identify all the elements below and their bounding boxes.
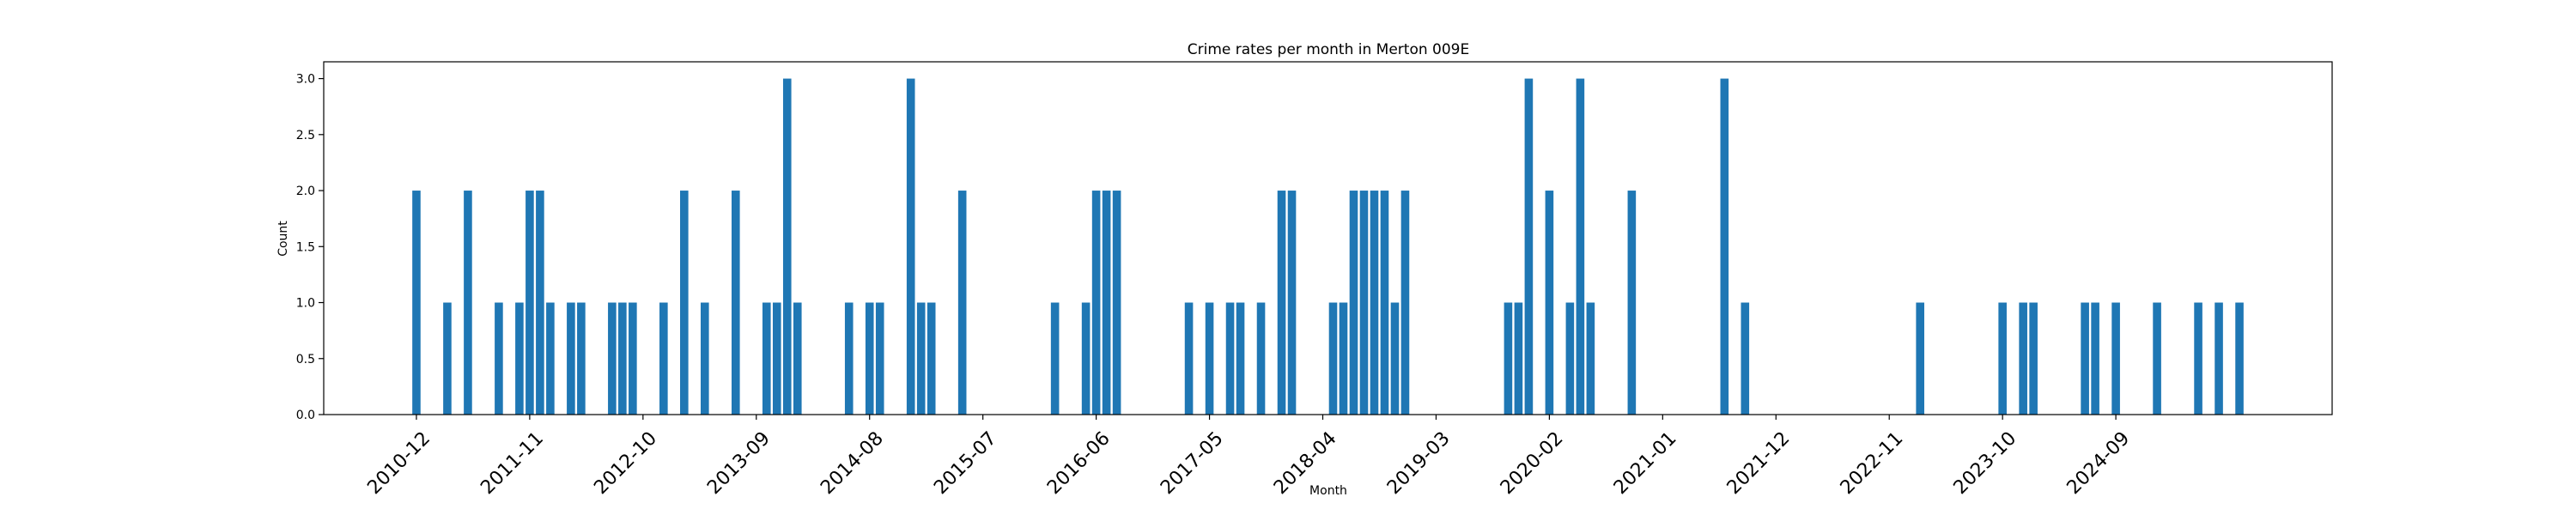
y-tick-label: 1.5	[296, 240, 315, 254]
x-axis-label: Month	[1309, 484, 1347, 498]
bar-2017-10	[1256, 302, 1266, 415]
x-tick-label: 2012-10	[590, 427, 661, 499]
bar-2011-05	[464, 191, 472, 415]
y-tick-label: 2.0	[296, 185, 315, 198]
bar-2018-06	[1339, 302, 1348, 415]
x-tick-label: 2019-03	[1383, 427, 1455, 499]
bar-2016-06	[1091, 191, 1101, 415]
x-axis: 2010-12 2011-11 2012-10 2013-09 2014-08 2015-…	[363, 415, 2134, 499]
bar-2010-12	[412, 191, 421, 415]
bar-2014-08	[865, 302, 874, 415]
y-tick-label: 0.0	[296, 409, 315, 422]
bar-2018-05	[1328, 302, 1338, 415]
bar-2018-10	[1380, 191, 1389, 415]
bar-2018-08	[1359, 191, 1369, 415]
x-tick-label: 2015-07	[930, 427, 1001, 499]
bar-2012-08	[618, 302, 627, 415]
bar-2025-05	[2194, 302, 2202, 415]
bar-2014-06	[844, 302, 854, 415]
bar-2018-12	[1400, 191, 1410, 415]
bar-2011-08	[495, 302, 503, 415]
bar-2023-02	[1916, 302, 1925, 415]
bar-2011-11	[526, 191, 534, 415]
bar-2017-07	[1225, 302, 1235, 415]
bar-2019-10	[1504, 302, 1513, 415]
bar-2013-12	[782, 78, 792, 415]
bar-2015-05	[957, 191, 967, 415]
bar-2024-01	[2029, 302, 2038, 415]
bar-2025-07	[2215, 302, 2223, 415]
x-tick-label: 2021-01	[1610, 427, 1681, 499]
bar-2011-10	[515, 302, 524, 415]
bar-2016-05	[1081, 302, 1091, 415]
bar-2020-04	[1565, 302, 1575, 415]
bar-2014-01	[793, 302, 802, 415]
x-tick-label: 2010-12	[363, 427, 434, 499]
y-tick-label: 2.5	[296, 129, 315, 142]
x-tick-label: 2020-02	[1497, 427, 1568, 499]
bar-2017-05	[1205, 302, 1214, 415]
bar-2011-12	[536, 191, 544, 415]
y-tick-label: 3.0	[296, 73, 315, 87]
bar-2017-03	[1184, 302, 1194, 415]
bar-2014-12	[906, 78, 915, 415]
bar-2020-05	[1576, 78, 1585, 415]
bar-2021-07	[1720, 78, 1729, 415]
bar-2012-09	[629, 302, 637, 415]
x-tick-label: 2016-06	[1043, 427, 1115, 499]
bar-2024-06	[2081, 302, 2089, 415]
bar-2012-12	[659, 302, 668, 415]
bar-2017-08	[1236, 302, 1245, 415]
x-tick-label: 2013-09	[703, 427, 775, 499]
bar-2018-09	[1370, 191, 1379, 415]
x-tick-label: 2023-10	[1950, 427, 2021, 499]
bar-2012-07	[608, 302, 617, 415]
bar-2019-12	[1524, 78, 1534, 415]
bar-2015-01	[916, 302, 926, 415]
bar-2024-07	[2091, 302, 2099, 415]
bar-2012-04	[577, 302, 586, 415]
bar-2020-06	[1586, 302, 1595, 415]
bar-2013-11	[772, 302, 781, 415]
y-tick-label: 1.0	[296, 297, 315, 311]
y-axis-label: Count	[276, 221, 290, 257]
bar-2018-11	[1390, 302, 1400, 415]
bar-2021-09	[1741, 302, 1750, 415]
bar-2013-04	[701, 302, 709, 415]
bar-2024-09	[2111, 302, 2120, 415]
x-tick-label: 2011-11	[477, 427, 548, 499]
bar-2020-10	[1627, 191, 1637, 415]
y-axis: 0.0 0.5 1.0 1.5 2.0 2.5 3.0	[296, 73, 324, 422]
x-tick-label: 2024-09	[2063, 427, 2135, 499]
bar-2019-11	[1514, 302, 1523, 415]
y-tick-label: 0.5	[296, 353, 315, 367]
bar-2025-09	[2235, 302, 2244, 415]
x-tick-label: 2022-11	[1837, 427, 1908, 499]
bar-2011-03	[443, 302, 452, 415]
chart-title: Crime rates per month in Merton 009E	[1188, 41, 1469, 58]
bar-2015-02	[927, 302, 936, 415]
bar-2016-02	[1050, 302, 1060, 415]
plot-frame	[323, 61, 2333, 415]
x-tick-label: 2014-08	[817, 427, 888, 499]
bar-2016-08	[1112, 191, 1121, 415]
bar-2017-12	[1277, 191, 1286, 415]
bar-2016-07	[1102, 191, 1111, 415]
x-tick-label: 2017-05	[1157, 427, 1228, 499]
bar-2023-12	[2019, 302, 2027, 415]
bar-2012-01	[546, 302, 555, 415]
bar-2020-02	[1545, 191, 1554, 415]
bar-2013-02	[680, 191, 689, 415]
bar-2018-01	[1287, 191, 1297, 415]
bars-group	[412, 78, 2244, 415]
bar-2025-01	[2153, 302, 2161, 415]
bar-2013-10	[762, 302, 771, 415]
bar-2014-09	[875, 302, 884, 415]
bar-2018-07	[1349, 191, 1358, 415]
bar-2012-03	[567, 302, 575, 415]
bar-2023-10	[1998, 302, 2007, 415]
bar-2013-07	[732, 191, 740, 415]
x-tick-label: 2021-12	[1723, 427, 1795, 499]
